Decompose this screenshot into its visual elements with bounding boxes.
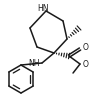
Text: HN: HN bbox=[37, 5, 49, 13]
Text: NH: NH bbox=[29, 59, 40, 68]
Text: O: O bbox=[83, 59, 89, 69]
Text: O: O bbox=[83, 44, 89, 53]
